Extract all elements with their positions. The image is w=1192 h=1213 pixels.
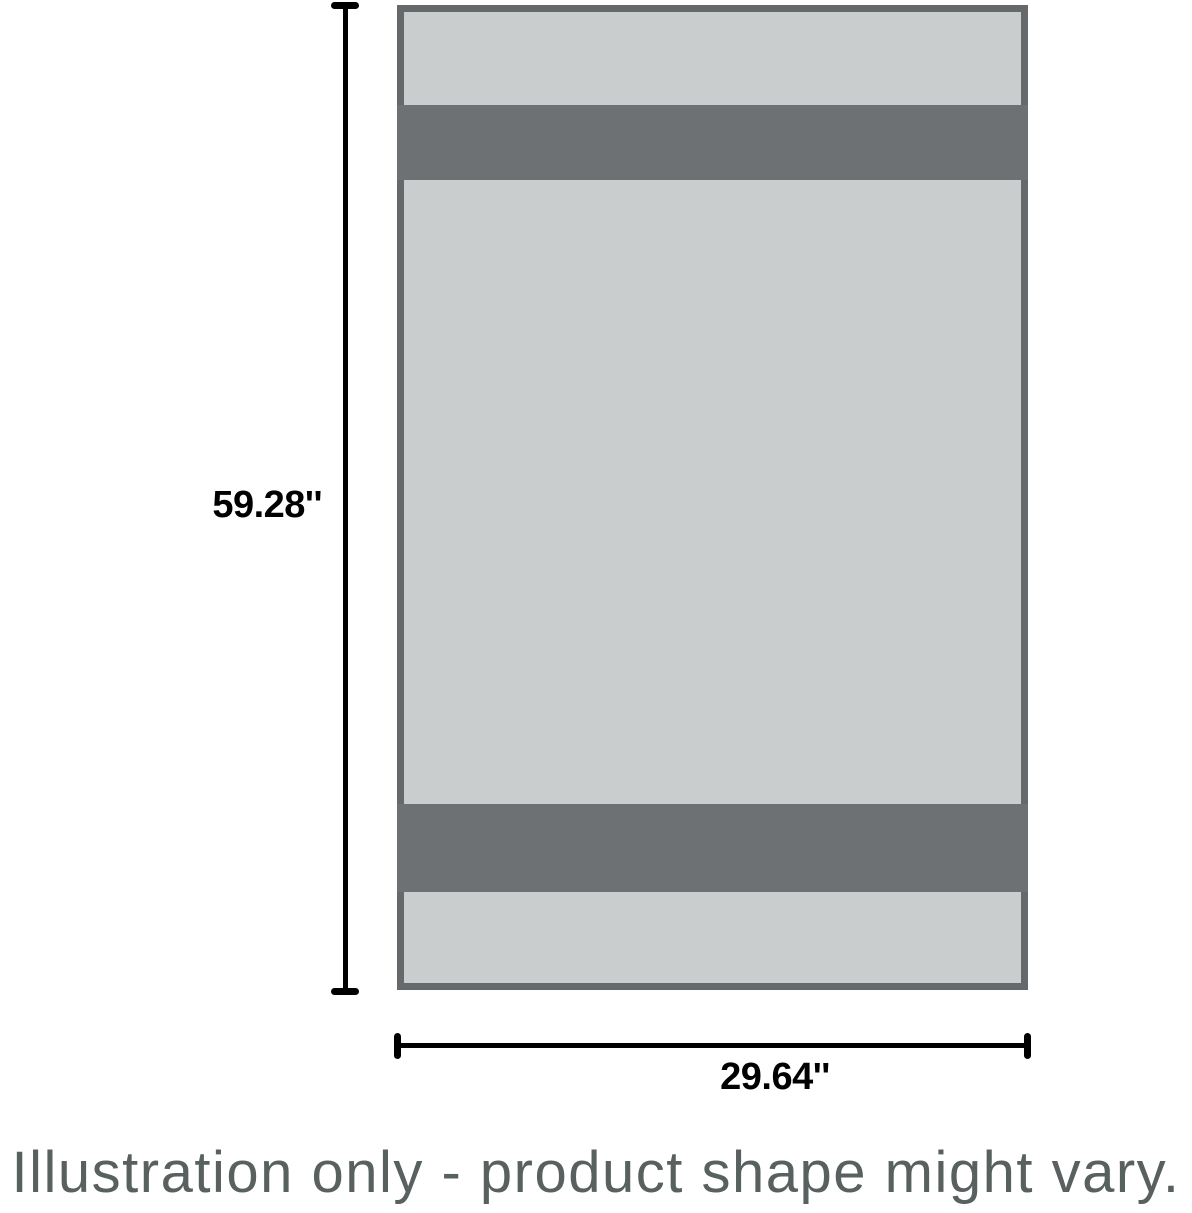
height-dimension-line xyxy=(343,7,348,991)
product-stripe-bottom xyxy=(397,804,1028,892)
width-dimension-label: 29.64'' xyxy=(720,1056,830,1098)
product-stripe-top xyxy=(397,105,1028,180)
height-dimension-label: 59.28'' xyxy=(212,484,322,526)
width-dimension-line xyxy=(399,1043,1028,1048)
height-dimension-cap-top xyxy=(331,2,359,9)
product-outline xyxy=(397,5,1028,990)
width-dimension-cap-left xyxy=(394,1033,401,1059)
disclaimer-caption: Illustration only - product shape might … xyxy=(11,1140,1181,1205)
height-dimension-cap-bottom xyxy=(331,988,359,995)
width-dimension-cap-right xyxy=(1024,1033,1031,1059)
